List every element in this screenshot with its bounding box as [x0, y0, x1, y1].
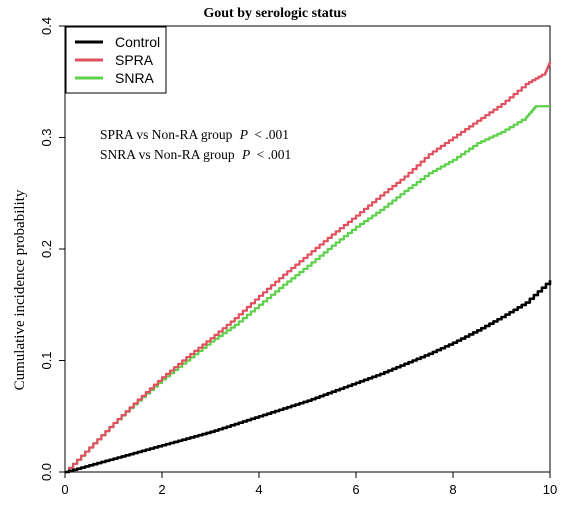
- x-tick-label: 2: [158, 482, 165, 497]
- annotation-spra-label: SPRA vs Non-RA group: [100, 127, 233, 142]
- x-tick-label: 10: [543, 482, 557, 497]
- legend: Control SPRA SNRA: [65, 26, 167, 94]
- series-line-control: [65, 280, 552, 474]
- y-axis: 0.0 0.1 0.2 0.3 0.4: [39, 17, 65, 481]
- annotation-spra: SPRA vs Non-RA group P < .001: [100, 127, 289, 142]
- annotation-snra-label: SNRA vs Non-RA group: [100, 147, 235, 162]
- legend-label-spra: SPRA: [115, 52, 154, 68]
- y-tick-label: 0.3: [39, 128, 54, 146]
- chart-title: Gout by serologic status: [203, 6, 347, 21]
- annotation-snra: SNRA vs Non-RA group P < .001: [100, 147, 291, 162]
- y-axis-label: Cumulative incidence probability: [12, 189, 28, 390]
- series-line-snra: [65, 105, 550, 474]
- x-tick-label: 8: [449, 482, 456, 497]
- series-layer: [65, 61, 552, 474]
- y-tick-label: 0.4: [39, 17, 54, 35]
- x-tick-label: 4: [255, 482, 262, 497]
- legend-label-snra: SNRA: [115, 70, 155, 86]
- annotation-snra-p-symbol: P: [241, 147, 250, 162]
- annotation-spra-p-symbol: P: [239, 127, 248, 142]
- x-tick-label: 6: [352, 482, 359, 497]
- x-tick-label: 0: [61, 482, 68, 497]
- y-tick-label: 0.0: [39, 463, 54, 481]
- y-tick-label: 0.2: [39, 240, 54, 258]
- series-line-spra: [65, 61, 552, 474]
- annotation-snra-p-value: < .001: [257, 147, 292, 162]
- annotation-spra-p-value: < .001: [254, 127, 289, 142]
- legend-label-control: Control: [115, 34, 160, 50]
- x-axis: 0 2 4 6 8 10: [61, 472, 557, 497]
- y-tick-label: 0.1: [39, 351, 54, 369]
